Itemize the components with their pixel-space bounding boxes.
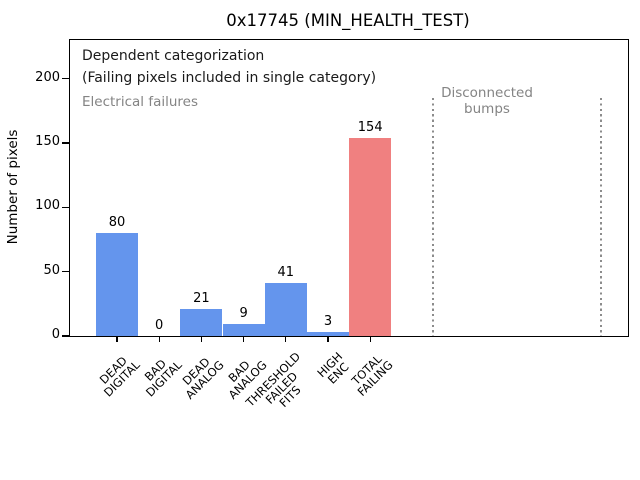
y-axis-label: Number of pixels: [5, 129, 21, 245]
bar-value-label: 41: [277, 265, 295, 281]
x-tick-mark: [369, 337, 371, 342]
annotation-dependent-line2: (Failing pixels included in single categ…: [82, 70, 377, 86]
bar-value-label: 21: [193, 290, 210, 306]
x-tick-mark: [327, 337, 329, 342]
bar-value-label: 3: [323, 314, 333, 330]
bar: [349, 137, 392, 336]
y-tick-mark: [61, 77, 69, 80]
bar-value-label: 9: [239, 306, 248, 322]
x-tick-mark: [200, 337, 203, 342]
y-tick-mark: [61, 142, 69, 144]
x-category-label-text: BAD DIGITAL: [141, 356, 185, 400]
bar-value-label: 0: [155, 318, 164, 333]
bar: [222, 324, 265, 336]
bar-value-label: 80: [108, 215, 126, 231]
y-tick-mark: [61, 206, 69, 208]
x-tick-mark: [158, 337, 160, 342]
x-category-label-text: DEAD DIGITAL: [96, 353, 143, 400]
y-tick-mark: [61, 335, 69, 337]
bar: [180, 308, 223, 336]
bar-value-label: 154: [357, 119, 383, 135]
x-category-label-text: TOTAL FAILING: [348, 351, 396, 399]
y-tick-label: 0: [51, 327, 60, 342]
bar: [96, 233, 138, 336]
x-tick-mark: [116, 337, 118, 342]
divider-dotted-line: [432, 98, 434, 336]
divider-dotted-line: [600, 98, 602, 336]
x-category-label-text: DEAD ANALOG: [179, 354, 228, 402]
y-tick-mark: [61, 271, 69, 273]
x-tick-mark: [285, 337, 287, 342]
y-tick-label: 50: [43, 262, 60, 278]
y-tick-label: 150: [35, 133, 60, 149]
y-tick-label: 100: [35, 198, 60, 214]
bar: [307, 332, 349, 336]
chart-title: 0x17745 (MIN_HEALTH_TEST): [226, 11, 470, 30]
bar: [264, 283, 307, 336]
annotation-electrical-failures: Electrical failures: [82, 94, 199, 110]
annotation-dependent-line1: Dependent categorization: [82, 48, 265, 64]
x-tick-mark: [242, 337, 245, 342]
plot-area: Dependent categorization (Failing pixels…: [35, 39, 629, 410]
annotation-disconnected-bumps: Disconnected bumps: [441, 85, 533, 117]
y-tick-label: 200: [35, 69, 60, 85]
